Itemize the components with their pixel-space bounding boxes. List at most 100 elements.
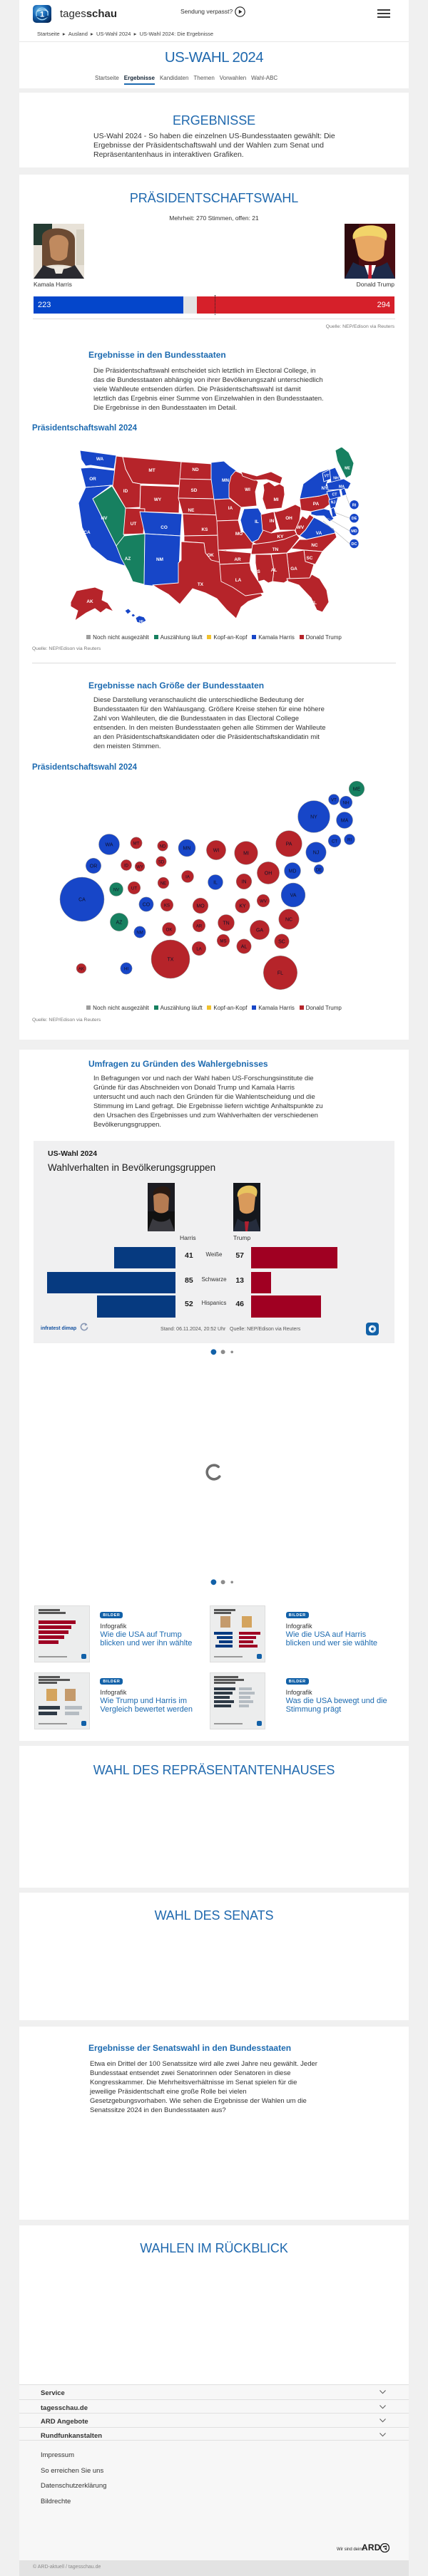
svg-text:PA: PA bbox=[313, 502, 320, 507]
svg-text:MT: MT bbox=[148, 468, 155, 473]
svg-text:GA: GA bbox=[256, 928, 263, 933]
svg-text:ID: ID bbox=[123, 489, 128, 494]
svg-text:ME: ME bbox=[345, 467, 350, 471]
svg-text:KY: KY bbox=[239, 904, 246, 909]
svg-text:MS: MS bbox=[253, 569, 260, 574]
svg-text:IA: IA bbox=[228, 506, 233, 511]
svg-text:TN: TN bbox=[223, 921, 229, 926]
svg-text:MO: MO bbox=[196, 904, 205, 909]
svg-text:NV: NV bbox=[113, 888, 119, 892]
svg-text:CT: CT bbox=[332, 839, 337, 844]
svg-text:NJ: NJ bbox=[313, 850, 320, 855]
svg-text:MO: MO bbox=[235, 532, 243, 537]
svg-text:TX: TX bbox=[168, 957, 174, 962]
svg-text:CA: CA bbox=[83, 530, 91, 535]
svg-text:OR: OR bbox=[90, 864, 98, 869]
svg-text:LA: LA bbox=[235, 578, 242, 583]
svg-text:WV: WV bbox=[260, 899, 267, 904]
svg-text:CA: CA bbox=[78, 897, 86, 902]
svg-text:SC: SC bbox=[278, 939, 285, 944]
svg-text:FL: FL bbox=[277, 971, 283, 976]
svg-text:ND: ND bbox=[160, 844, 166, 849]
svg-text:SD: SD bbox=[191, 488, 198, 493]
svg-text:AR: AR bbox=[234, 557, 241, 562]
svg-text:GA: GA bbox=[290, 567, 297, 571]
svg-text:VA: VA bbox=[316, 531, 322, 536]
svg-text:AR: AR bbox=[196, 924, 203, 929]
svg-text:MA: MA bbox=[339, 485, 345, 490]
svg-text:OR: OR bbox=[89, 477, 96, 482]
svg-text:OH: OH bbox=[265, 871, 272, 876]
svg-text:IL: IL bbox=[255, 519, 259, 524]
svg-text:WY: WY bbox=[136, 865, 143, 869]
svg-text:ID: ID bbox=[124, 864, 129, 868]
svg-text:RI: RI bbox=[352, 503, 357, 507]
svg-text:MT: MT bbox=[133, 842, 140, 846]
svg-text:OK: OK bbox=[166, 928, 173, 932]
svg-text:WI: WI bbox=[213, 848, 220, 853]
svg-text:UT: UT bbox=[131, 522, 137, 527]
svg-text:OK: OK bbox=[207, 553, 214, 558]
svg-text:MI: MI bbox=[243, 851, 249, 856]
svg-text:AZ: AZ bbox=[125, 557, 131, 562]
svg-text:AL: AL bbox=[271, 568, 277, 573]
svg-text:CO: CO bbox=[160, 525, 168, 530]
svg-text:IN: IN bbox=[270, 519, 275, 524]
svg-text:NJ: NJ bbox=[331, 501, 336, 505]
svg-text:LA: LA bbox=[196, 947, 201, 951]
svg-text:WY: WY bbox=[154, 497, 162, 502]
svg-text:KY: KY bbox=[277, 534, 285, 539]
svg-text:TX: TX bbox=[198, 582, 204, 587]
svg-text:1: 1 bbox=[40, 11, 44, 19]
svg-text:RI: RI bbox=[347, 838, 352, 842]
svg-text:WV: WV bbox=[297, 525, 305, 530]
svg-text:MI: MI bbox=[273, 497, 278, 502]
svg-text:FL: FL bbox=[311, 601, 317, 606]
svg-text:CO: CO bbox=[143, 902, 151, 907]
svg-text:VA: VA bbox=[290, 893, 297, 898]
svg-text:VT: VT bbox=[325, 475, 330, 479]
svg-text:AK: AK bbox=[78, 967, 84, 971]
svg-text:MS: MS bbox=[220, 939, 227, 943]
svg-text:NM: NM bbox=[136, 931, 143, 935]
svg-text:MD: MD bbox=[289, 869, 297, 874]
svg-text:NE: NE bbox=[160, 881, 166, 886]
svg-text:AL: AL bbox=[241, 944, 248, 949]
svg-text:HI: HI bbox=[124, 967, 128, 971]
svg-text:KS: KS bbox=[202, 527, 209, 532]
svg-text:HI: HI bbox=[139, 620, 143, 624]
svg-text:DC: DC bbox=[352, 542, 357, 547]
svg-text:AZ: AZ bbox=[116, 920, 123, 925]
svg-text:DE: DE bbox=[316, 868, 322, 872]
svg-text:NC: NC bbox=[285, 917, 292, 922]
svg-text:IA: IA bbox=[185, 875, 190, 879]
svg-text:DE: DE bbox=[352, 517, 357, 521]
svg-text:NY: NY bbox=[310, 814, 317, 819]
svg-text:SD: SD bbox=[158, 860, 165, 864]
svg-text:WI: WI bbox=[245, 487, 250, 492]
svg-text:CT: CT bbox=[332, 493, 338, 497]
svg-text:MN: MN bbox=[183, 846, 191, 851]
svg-text:NH: NH bbox=[343, 801, 350, 805]
svg-text:SC: SC bbox=[307, 556, 313, 561]
svg-text:NV: NV bbox=[101, 516, 108, 521]
svg-text:ND: ND bbox=[192, 467, 199, 472]
svg-text:IL: IL bbox=[213, 880, 218, 885]
svg-text:WA: WA bbox=[96, 457, 104, 462]
svg-text:PA: PA bbox=[286, 842, 292, 847]
svg-text:AK: AK bbox=[86, 599, 93, 604]
svg-text:NE: NE bbox=[188, 508, 195, 513]
svg-text:NH: NH bbox=[333, 477, 339, 481]
svg-text:IN: IN bbox=[242, 879, 247, 884]
svg-text:UT: UT bbox=[131, 886, 137, 891]
svg-text:NM: NM bbox=[156, 557, 163, 562]
svg-text:KS: KS bbox=[164, 904, 170, 908]
svg-text:NY: NY bbox=[322, 486, 329, 491]
svg-text:OH: OH bbox=[285, 516, 292, 521]
svg-text:VT: VT bbox=[331, 798, 337, 802]
svg-text:ME: ME bbox=[353, 787, 361, 792]
svg-text:MN: MN bbox=[222, 478, 229, 483]
svg-text:TN: TN bbox=[272, 547, 279, 552]
svg-text:MA: MA bbox=[341, 818, 349, 823]
svg-text:WA: WA bbox=[105, 842, 113, 847]
